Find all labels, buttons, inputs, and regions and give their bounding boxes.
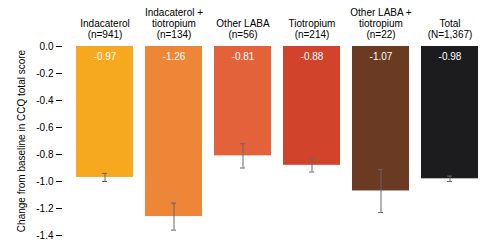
- svg-text:-0.98: -0.98: [439, 51, 462, 62]
- svg-text:Indacaterol +tiotropium(n=134): Indacaterol +tiotropium(n=134): [145, 7, 203, 40]
- svg-text:0.0: 0.0: [40, 41, 54, 52]
- svg-text:-0.6: -0.6: [36, 122, 54, 133]
- svg-text:Other LABA +tiotropium(n=22): Other LABA +tiotropium(n=22): [350, 7, 412, 40]
- svg-text:-0.8: -0.8: [36, 149, 54, 160]
- svg-text:Change from baseline in CCQ to: Change from baseline in CCQ total score: [16, 49, 27, 232]
- svg-text:-0.2: -0.2: [36, 68, 54, 79]
- svg-text:-0.97: -0.97: [94, 51, 117, 62]
- svg-text:Total(N=1,367): Total(N=1,367): [428, 18, 473, 40]
- svg-text:-1.4: -1.4: [36, 230, 54, 241]
- svg-text:-0.88: -0.88: [301, 51, 324, 62]
- svg-text:-1.07: -1.07: [370, 51, 393, 62]
- svg-text:-0.81: -0.81: [232, 51, 255, 62]
- svg-text:Other LABA(n=56): Other LABA(n=56): [216, 18, 270, 40]
- svg-text:Indacaterol(n=941): Indacaterol(n=941): [80, 18, 129, 40]
- svg-text:-0.4: -0.4: [36, 95, 54, 106]
- svg-text:-1.0: -1.0: [36, 176, 54, 187]
- svg-text:-1.26: -1.26: [163, 51, 186, 62]
- svg-text:-1.2: -1.2: [36, 203, 54, 214]
- svg-text:Tiotropium(n=214): Tiotropium(n=214): [289, 18, 336, 40]
